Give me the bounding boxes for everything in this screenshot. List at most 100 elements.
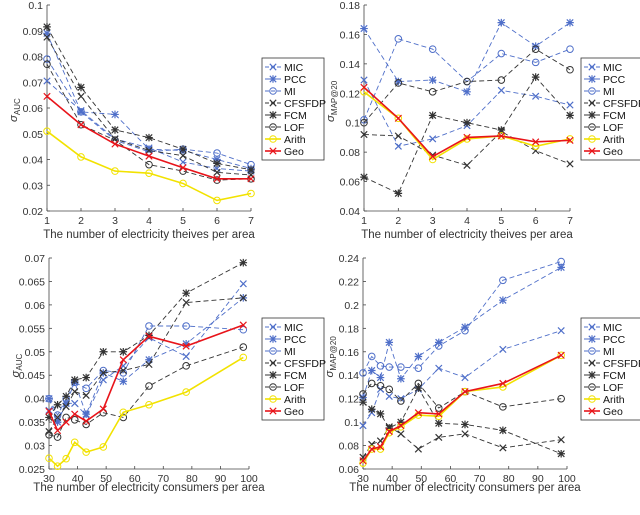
legend-marker-icon [269, 123, 277, 131]
data-point-fcm [213, 159, 221, 168]
data-point-cfsfdp [53, 413, 62, 422]
data-point-mic [99, 376, 107, 384]
y-tick-label: 0.18 [340, 0, 361, 12]
legend-item-lof: LOF [265, 122, 304, 134]
data-point-mi [45, 394, 53, 403]
y-tick-label: 0.04 [23, 155, 44, 167]
legend-item-mic: MIC [265, 322, 304, 334]
legend-label: FCM [284, 110, 307, 122]
x-tick-label: 6 [214, 215, 220, 227]
y-tick-label: 0.12 [340, 88, 361, 100]
legend-item-cfsfdp: CFSFDP [265, 98, 326, 110]
data-point-mic [397, 395, 405, 403]
x-tick-label: 90 [532, 473, 544, 485]
data-point-arith [99, 443, 108, 451]
legend-marker-icon [588, 347, 596, 355]
data-point-lof [359, 390, 367, 398]
data-point-cfsfdp [435, 433, 443, 441]
data-point-mi [99, 366, 108, 375]
y-axis-label-symbol: σ [10, 370, 22, 378]
data-point-cfsfdp [394, 132, 402, 140]
data-point-arith [43, 127, 51, 135]
data-point-fcm [70, 376, 79, 384]
data-point-geo [532, 138, 540, 146]
data-point-fcm [45, 413, 53, 422]
data-point-geo [145, 332, 153, 340]
data-point-geo [461, 388, 469, 396]
data-point-mic [359, 422, 367, 430]
y-tick-label: 0.05 [23, 129, 44, 141]
data-point-cfsfdp [62, 403, 70, 411]
legend-marker-icon [269, 323, 277, 331]
data-point-fcm [566, 111, 574, 120]
data-point-fcm [461, 420, 469, 429]
data-point-cfsfdp [82, 391, 90, 400]
data-point-pcc [499, 296, 507, 304]
data-point-arith [367, 445, 376, 453]
y-tick-label: 0.025 [19, 464, 45, 476]
data-point-fcm [145, 133, 153, 142]
data-point-geo [435, 410, 443, 418]
data-point-mic [385, 392, 393, 400]
series-line-mic [362, 330, 562, 426]
data-point-mi [397, 363, 405, 371]
series-line-geo [362, 354, 562, 462]
legend-label: FCM [284, 370, 307, 382]
data-point-geo [77, 121, 85, 129]
data-point-cfsfdp [463, 161, 471, 170]
legend-item-pcc: PCC [265, 74, 307, 86]
data-point-pcc [557, 263, 565, 272]
legend-label: MIC [603, 322, 623, 334]
data-point-lof [394, 79, 403, 87]
data-point-mi [557, 257, 565, 266]
data-point-arith [77, 153, 85, 161]
series-geo [43, 92, 255, 183]
legend-label: PCC [284, 74, 307, 86]
legend-box [580, 317, 640, 421]
x-tick-label: 3 [112, 215, 118, 227]
data-point-cfsfdp [179, 152, 187, 160]
data-point-arith [145, 400, 153, 409]
data-point-mic [557, 327, 565, 335]
data-point-fcm [359, 398, 367, 406]
legend-label: LOF [284, 122, 304, 134]
data-point-geo [463, 133, 471, 142]
data-point-mi [213, 149, 221, 157]
legend-marker-icon [588, 407, 596, 415]
legend-marker-icon [588, 383, 596, 391]
y-tick-label: 0.1 [344, 417, 359, 429]
series-geo [45, 321, 247, 435]
y-tick-label: 0.06 [23, 103, 44, 115]
y-tick-label: 0.035 [19, 417, 45, 429]
y-tick-label: 0.08 [340, 147, 361, 159]
data-point-lof [43, 60, 51, 69]
data-point-mic [239, 280, 247, 288]
data-point-mi [359, 369, 367, 377]
y-tick-label: 0.08 [23, 52, 44, 64]
y-tick-label: 0.02 [23, 206, 44, 218]
data-point-arith [119, 408, 128, 417]
data-point-lof [463, 77, 471, 86]
x-tick-label: 60 [445, 473, 457, 485]
data-point-mic [182, 352, 190, 361]
series-line-mi [362, 261, 562, 374]
legend-item-arith: Arith [584, 394, 625, 406]
data-point-arith [145, 169, 153, 177]
data-point-pcc [397, 374, 405, 383]
legend-label: MIC [603, 62, 623, 74]
y-tick-label: 0.06 [25, 300, 46, 312]
x-tick-label: 1 [361, 215, 367, 227]
data-point-arith [247, 189, 255, 198]
data-point-mic [71, 399, 79, 407]
data-point-geo [53, 426, 62, 435]
data-point-pcc [428, 76, 437, 84]
series-line-geo [48, 324, 244, 432]
legend-item-cfsfdp: CFSFDP [584, 98, 640, 110]
data-point-fcm [360, 173, 368, 181]
legend-item-lof: LOF [584, 122, 623, 134]
series-geo [359, 351, 565, 465]
data-point-mi [434, 342, 443, 350]
data-point-cfsfdp [71, 388, 79, 396]
legend-item-fcm: FCM [265, 110, 307, 122]
